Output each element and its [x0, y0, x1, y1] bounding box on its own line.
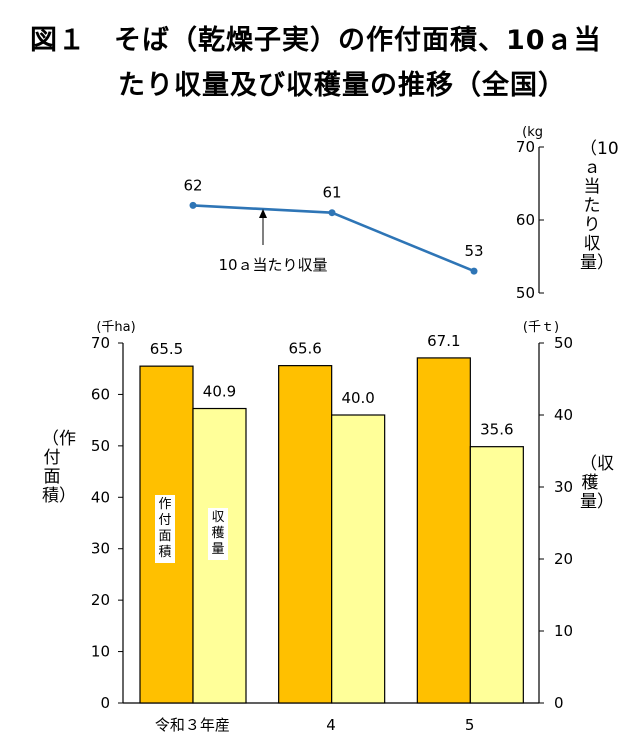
left-axis-tick-label: 40	[91, 488, 110, 506]
bar-data-label: 67.1	[427, 332, 460, 350]
bar-label-harvest: 収穫量	[208, 508, 228, 560]
line-data-label: 53	[464, 242, 483, 260]
x-tick-label: 令和３年産	[155, 716, 230, 734]
left-axis-title: （作付面積）	[42, 429, 76, 506]
left-axis-tick-label: 30	[91, 540, 110, 558]
line-data-label: 61	[322, 184, 341, 202]
left-axis-tick-label: 60	[91, 385, 110, 403]
bar-harvest	[331, 414, 386, 704]
left-axis-tick-label: 50	[91, 437, 110, 455]
left-axis-tick-label: 20	[91, 591, 110, 609]
bar-data-label: 65.5	[150, 340, 183, 358]
line-axis-tick-label: 60	[516, 211, 535, 229]
line-axis-unit: (kg	[522, 125, 543, 140]
x-tick-label: 5	[465, 716, 475, 734]
line-annotation-label: 10ａ当たり収量	[218, 256, 327, 274]
right-axis-tick-label: 50	[554, 334, 573, 352]
right-axis-unit: (千ｔ)	[523, 320, 559, 335]
bar-area	[416, 357, 471, 704]
right-axis-title: （収穫量）	[580, 454, 614, 512]
right-axis-tick-label: 20	[554, 550, 573, 568]
line-axis-tick-label: 70	[516, 138, 535, 156]
bar-data-label: 40.0	[341, 389, 374, 407]
line-point	[470, 267, 478, 275]
bar-label-area: 作付面積	[155, 495, 175, 563]
line-point	[189, 201, 197, 209]
right-axis-tick-label: 0	[554, 694, 564, 712]
left-axis-unit: (千ha)	[96, 320, 135, 335]
line-axis-tick-label: 50	[516, 284, 535, 302]
left-axis-tick-label: 70	[91, 334, 110, 352]
right-axis-tick-label: 10	[554, 622, 573, 640]
line-point	[328, 209, 336, 217]
bar-harvest	[469, 446, 524, 704]
top-axis-title: （10ａ当たり収量）	[580, 139, 619, 273]
bar-area	[278, 365, 333, 704]
right-axis-tick-label: 30	[554, 478, 573, 496]
line-data-label: 62	[183, 176, 202, 194]
title-line-2: たり収量及び収穫量の推移（全国）	[118, 70, 566, 101]
annotation-arrow-head	[259, 209, 267, 218]
bar-data-label: 65.6	[288, 340, 321, 358]
left-axis-tick-label: 10	[91, 643, 110, 661]
right-axis-tick-label: 40	[554, 406, 573, 424]
bar-data-label: 40.9	[203, 383, 236, 401]
x-tick-label: 4	[326, 716, 336, 734]
left-axis-tick-label: 0	[100, 694, 110, 712]
title-line-1: 図１ そば（乾燥子実）の作付面積、10ａ当	[30, 25, 602, 56]
bar-data-label: 35.6	[480, 421, 513, 439]
